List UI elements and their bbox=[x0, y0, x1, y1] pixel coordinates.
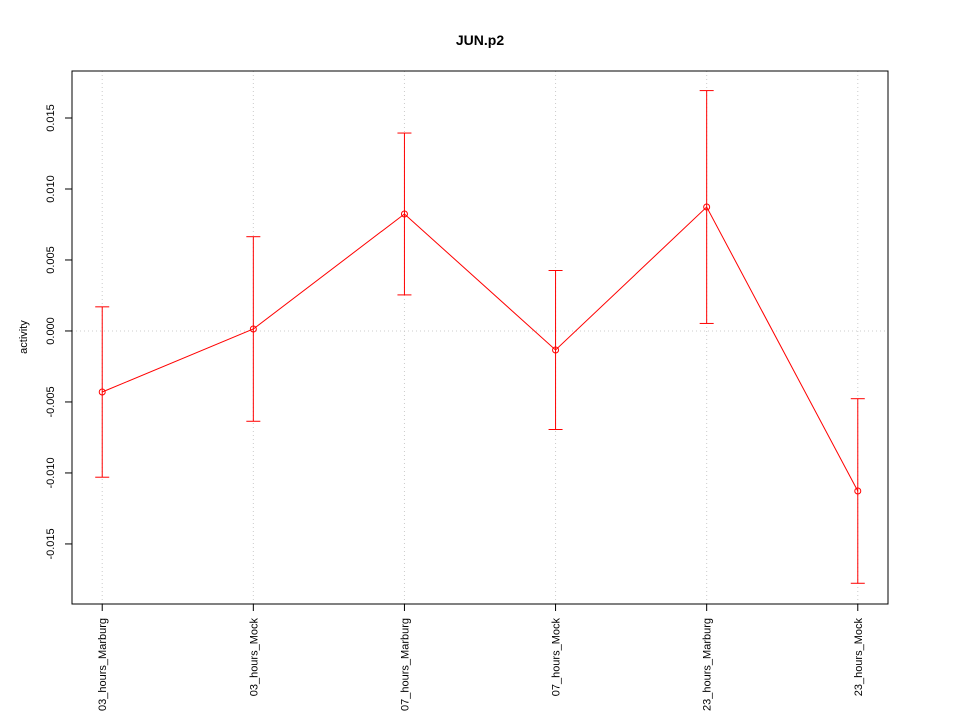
x-tick-label: 03_hours_Mock bbox=[248, 618, 260, 697]
point bbox=[400, 210, 408, 218]
chart-title: JUN.p2 bbox=[456, 32, 504, 48]
point bbox=[98, 388, 106, 396]
y-tick-label: -0.010 bbox=[45, 457, 57, 488]
x-tick-label: 03_hours_Marburg bbox=[97, 618, 109, 711]
x-tick-label: 23_hours_Marburg bbox=[702, 618, 714, 711]
series-line bbox=[102, 206, 859, 492]
y-tick-label: 0.000 bbox=[45, 317, 57, 345]
y-tick-label: 0.015 bbox=[45, 104, 57, 132]
x-tick-label: 07_hours_Mock bbox=[551, 618, 563, 697]
y-tick-label: -0.005 bbox=[45, 386, 57, 417]
point bbox=[854, 487, 862, 495]
x-tick-label: 23_hours_Mock bbox=[853, 618, 865, 697]
point bbox=[703, 203, 711, 211]
y-tick-label: -0.015 bbox=[45, 528, 57, 559]
y-tick-label: 0.010 bbox=[45, 175, 57, 203]
x-tick-label: 07_hours_Marburg bbox=[399, 618, 411, 711]
y-axis-label: activity bbox=[18, 320, 30, 354]
point bbox=[552, 346, 560, 354]
plot-frame bbox=[71, 70, 889, 605]
point bbox=[249, 325, 257, 333]
y-tick-label: 0.005 bbox=[45, 246, 57, 274]
